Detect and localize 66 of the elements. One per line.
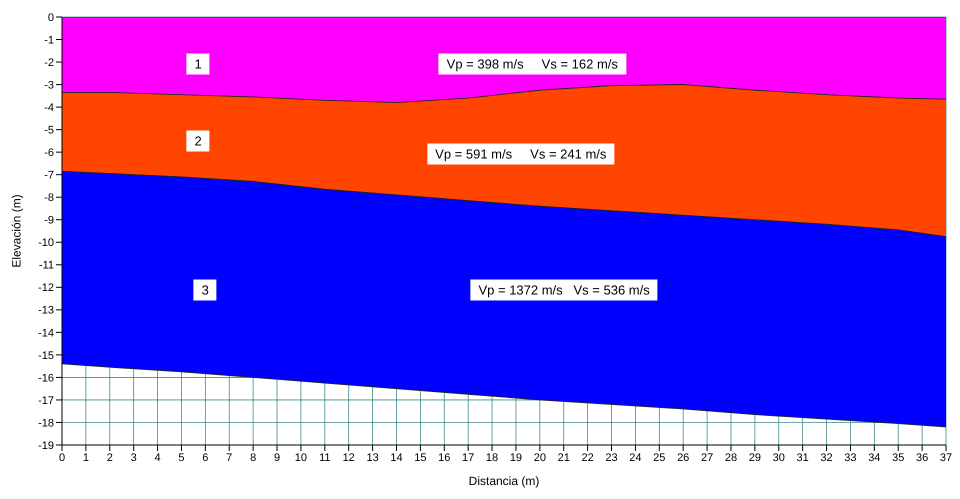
x-tick-label: 32 [820,452,833,464]
y-tick-label: -5 [44,124,54,137]
x-tick-label: 19 [510,452,522,464]
x-tick-label: 14 [390,452,403,464]
y-tick-label: -9 [44,214,54,227]
y-tick-label: -2 [44,56,54,69]
x-tick-label: 25 [653,452,666,464]
y-tick-label: -7 [44,170,54,182]
y-tick-label: -18 [38,417,54,430]
x-tick-label: 28 [724,452,738,464]
y-tick-label: -1 [44,34,54,46]
x-tick-label: 13 [366,452,379,464]
y-tick-label: -4 [44,102,54,114]
x-tick-label: 34 [868,452,880,464]
x-tick-label: 18 [486,452,498,464]
x-tick-label: 22 [581,452,594,464]
x-tick-label: 6 [202,452,208,464]
x-tick-label: 11 [319,452,331,464]
x-tick-label: 26 [677,452,690,464]
y-tick-label: -17 [38,394,54,407]
x-tick-label: 24 [629,452,642,464]
y-tick-label: -14 [38,327,54,340]
x-tick-label: 33 [844,452,857,464]
x-tick-label: 15 [414,452,427,464]
y-tick-label: -8 [44,192,54,204]
text-box: 3 [194,279,217,300]
y-tick-label: -16 [38,372,54,384]
x-tick-label: 12 [342,452,355,464]
text-box: 2 [186,130,210,152]
text-box: Vp = 398 m/s Vs = 162 m/s [438,54,626,75]
x-tick-label: 30 [772,452,785,464]
x-tick-label: 29 [748,452,761,464]
text-box: Vp = 1372 m/s Vs = 536 m/s [470,279,658,300]
x-tick-label: 23 [605,452,618,464]
y-tick-label: -13 [38,304,54,317]
x-tick-label: 35 [892,452,904,464]
y-tick-label: -11 [38,260,54,272]
y-axis-title: Elevación (m) [9,194,24,268]
y-tick-label: -10 [38,237,54,250]
x-tick-label: 5 [178,452,185,464]
y-tick-label: -6 [44,147,54,160]
x-tick-label: 8 [250,452,256,464]
x-tick-label: 1 [82,452,89,464]
text-box: Vp = 591 m/s Vs = 241 m/s [427,143,614,164]
x-tick-label: 27 [700,452,714,464]
x-tick-label: 16 [438,452,450,464]
x-tick-label: 2 [106,452,113,464]
x-tick-label: 31 [796,452,809,464]
x-tick-label: 20 [534,452,546,464]
x-tick-label: 37 [940,452,952,464]
y-tick-label: -3 [44,79,54,92]
x-tick-label: 21 [558,452,570,464]
x-tick-label: 7 [226,452,232,464]
y-tick-label: 0 [48,12,54,24]
y-tick-label: -19 [38,440,54,452]
x-tick-label: 0 [58,452,66,464]
x-tick-label: 10 [294,452,308,464]
y-tick-label: -12 [38,282,54,294]
x-axis-title: Distancia (m) [468,474,540,488]
y-tick-label: -15 [38,350,54,362]
x-tick-label: 3 [130,452,137,464]
x-tick-label: 9 [274,452,280,464]
x-tick-label: 4 [154,452,161,464]
x-tick-label: 17 [462,452,474,464]
text-box: 1 [186,54,210,75]
x-tick-label: 36 [916,452,928,464]
